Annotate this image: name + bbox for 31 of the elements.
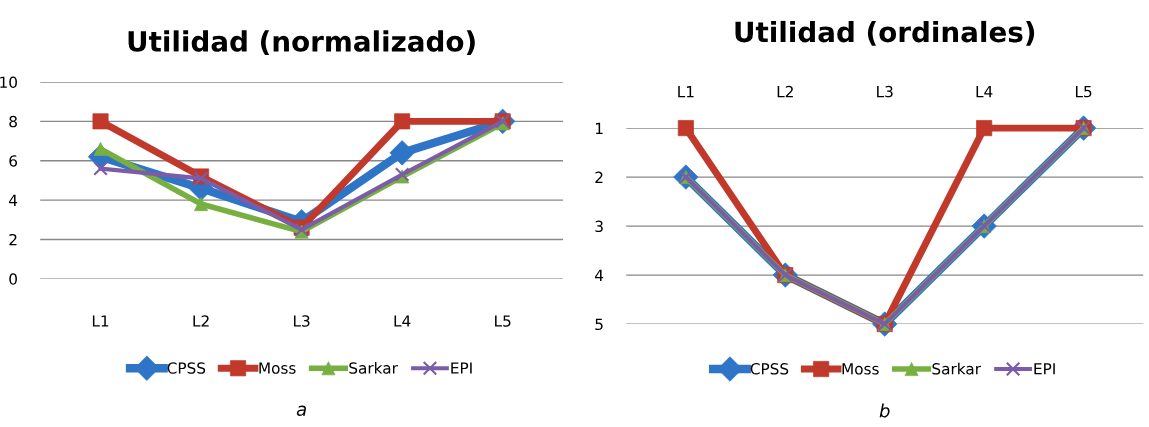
legend-label: Moss xyxy=(842,363,879,375)
y-tick-label: 2 xyxy=(9,233,17,246)
legend-label: Moss xyxy=(259,362,296,374)
y-tick-label: 2 xyxy=(595,171,603,183)
x-tick-label: L3 xyxy=(877,85,893,98)
chart-title: Utilidad (ordinales) xyxy=(735,20,1035,46)
text: b xyxy=(879,403,890,418)
x-tick-label: L1 xyxy=(678,86,694,98)
y-tick-label: 0 xyxy=(9,273,17,285)
legend-label: EPI xyxy=(451,362,472,374)
x-tick-label: L4 xyxy=(976,86,993,98)
y-tick-label: 1 xyxy=(595,122,603,134)
legend-label: EPI xyxy=(1034,363,1055,375)
text: a xyxy=(296,405,306,416)
x-tick-label: L3 xyxy=(294,315,310,327)
chart-title: Utilidad (normalizado) xyxy=(128,30,475,56)
y-tick-label: 6 xyxy=(9,155,18,167)
legend-label: Sarkar xyxy=(932,362,981,375)
x-tick-label: L2 xyxy=(193,315,209,327)
y-tick-label: 4 xyxy=(9,194,18,206)
y-tick-label: 10 xyxy=(0,76,17,89)
x-tick-label: L2 xyxy=(777,85,793,98)
x-tick-label: L1 xyxy=(92,315,109,327)
legend-label: Sarkar xyxy=(349,361,398,374)
x-tick-label: L4 xyxy=(394,315,411,327)
y-tick-label: 8 xyxy=(9,115,17,128)
y-tick-label: 4 xyxy=(595,269,604,281)
x-tick-label: L5 xyxy=(1075,86,1092,98)
y-tick-label: 5 xyxy=(595,318,603,331)
y-tick-label: 3 xyxy=(595,220,603,233)
x-tick-label: L5 xyxy=(495,315,511,327)
